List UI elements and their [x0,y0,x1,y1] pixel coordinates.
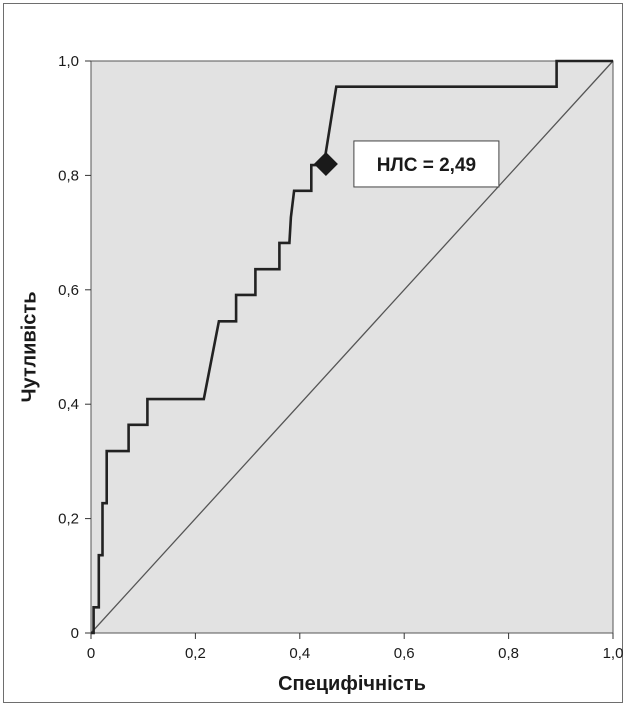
y-tick-label: 1,0 [58,53,79,70]
reference-diagonal-line [90,60,614,634]
y-tick-label: 0 [71,625,79,642]
x-tick-label: 1,0 [603,645,624,662]
y-tick-label: 0,8 [58,167,79,184]
figure-frame [3,3,623,703]
y-tick-label: 0,6 [58,282,79,299]
annotation-label: НЛС = 2,49 [377,155,476,176]
x-tick-label: 0,8 [498,645,519,662]
x-tick-label: 0,4 [289,645,310,662]
x-tick-label: 0,2 [185,645,206,662]
y-axis-title: Чутливість [18,291,40,402]
annotation-box [353,140,500,188]
y-tick-label: 0,4 [58,396,79,413]
y-tick-label: 0,2 [58,511,79,528]
roc-curve-line [91,59,613,635]
x-axis-title: Специфічність [278,673,426,695]
x-tick-label: 0 [87,645,95,662]
x-tick-label: 0,6 [394,645,415,662]
threshold-diamond-marker [313,151,338,176]
